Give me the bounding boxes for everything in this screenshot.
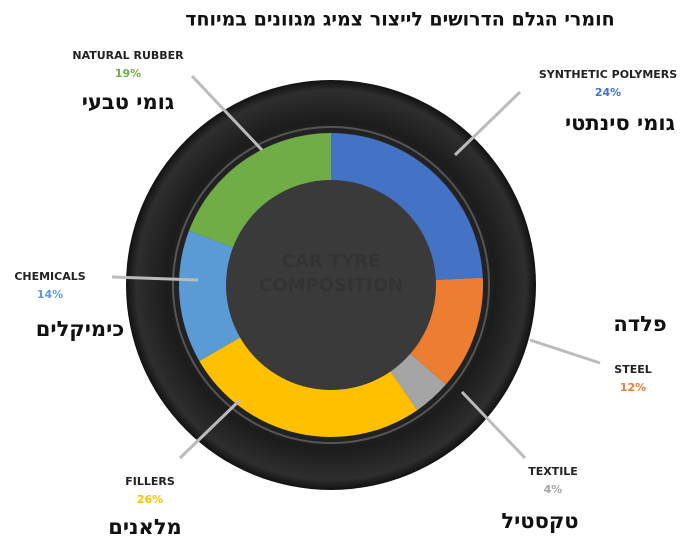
category-label: TEXTILE [528,465,578,478]
slice [331,133,483,281]
value-label: 14% [37,288,63,301]
slice [179,230,241,361]
translation-label: מלאנים [108,515,182,539]
category-label: NATURAL RUBBER [72,49,184,62]
translation-label: טקסטיל [501,509,578,533]
value-label: 26% [137,493,163,506]
leader-line [190,74,264,152]
value-label: 19% [115,67,141,80]
chart-title: חומרי הגלם הדרושים לייצור צמיג מגוונים ב… [185,9,614,31]
category-label: CHEMICALS [14,270,85,283]
slice [189,133,331,248]
leader-line [111,275,199,282]
tyre-rim [172,126,490,444]
translation-label: כימיקלים [36,317,124,341]
translation-label: גומי טבעי [82,90,175,114]
leader-line [529,338,601,365]
translation-label: פלדה [613,312,666,336]
leader-line [453,90,522,157]
leader-line [178,398,242,460]
slice [199,337,418,437]
leader-line [460,390,527,460]
value-label: 24% [595,86,621,99]
value-label: 4% [544,483,563,496]
center-label: COMPOSITION [259,275,403,296]
category-label: FILLERS [125,475,175,488]
value-label: 12% [620,381,646,394]
category-label: SYNTHETIC POLYMERS [539,68,677,81]
center-label: CAR TYRE [282,251,381,272]
slice [410,277,484,385]
category-label: STEEL [614,363,651,376]
translation-label: גומי סינתטי [565,111,675,135]
slice [390,353,446,411]
